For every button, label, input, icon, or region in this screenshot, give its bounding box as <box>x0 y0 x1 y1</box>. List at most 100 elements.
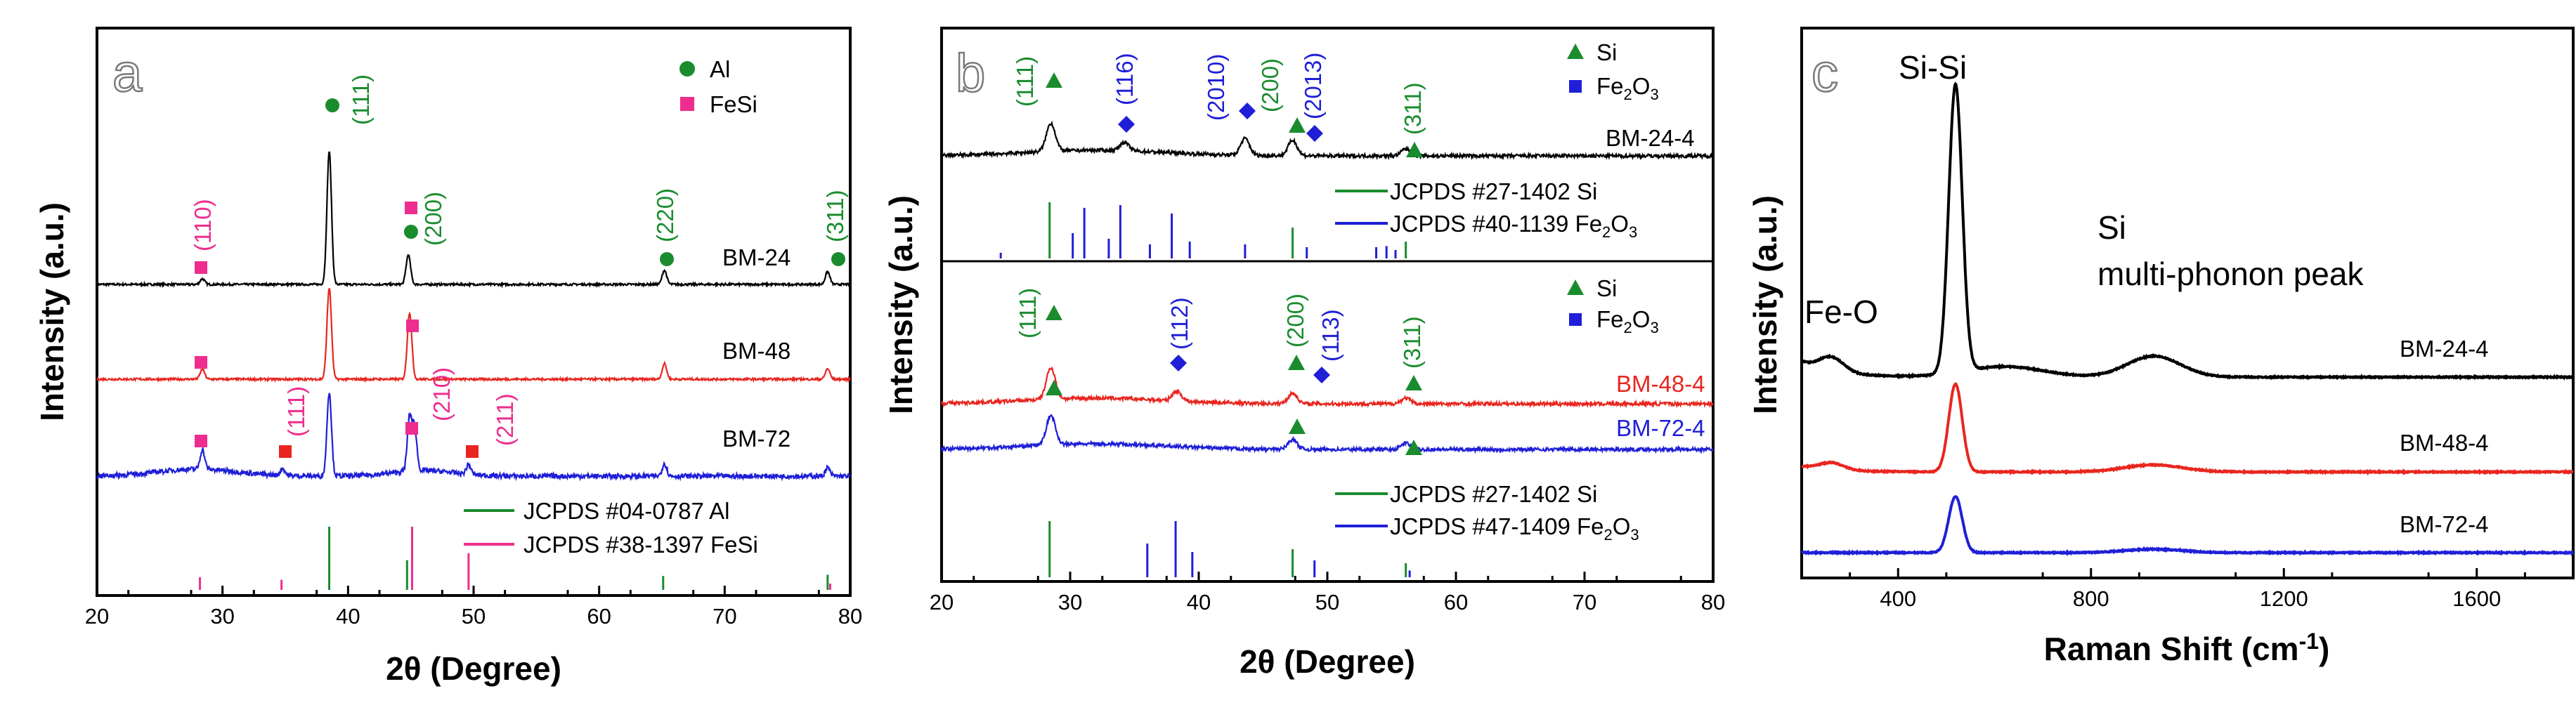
annot-si-111-top: (111) <box>1012 56 1038 107</box>
series-label-bm-24: BM-24 <box>722 244 791 270</box>
x-tick-label: 400 <box>1880 586 1916 611</box>
legend-fe2o3-marker-bottom <box>1569 313 1582 326</box>
fesi-111-marker-bm72 <box>279 445 292 458</box>
annot-si-200-top: (200) <box>1257 58 1283 112</box>
fesi-110-marker-bm72 <box>195 435 207 447</box>
x-tick-label: 50 <box>462 604 486 629</box>
si-311-marker-bm72 <box>1405 440 1422 455</box>
annot-si-si: Si-Si <box>1899 49 1967 86</box>
panel-b: b 20 30 40 50 60 70 80 BM-24-4 BM-48-4 BM-72-4… <box>883 27 1725 680</box>
series-label-bm-48: BM-48 <box>722 338 791 364</box>
si-311-marker-bm48 <box>1405 375 1422 390</box>
spectrum-bm-72-4 <box>1800 494 2574 557</box>
legend-si-label-bottom: Si <box>1596 275 1617 301</box>
fesi-210-marker-bm72 <box>405 422 418 435</box>
spectrum-bm-24 <box>96 151 851 289</box>
si-111-marker-bm48 <box>1046 305 1062 320</box>
fe2o3-2010-marker-top <box>1239 103 1256 119</box>
ref-fesi-legend-label: JCPDS #38-1397 FeSi <box>523 532 758 558</box>
x-tick-label: 20 <box>85 604 109 629</box>
x-tick-label: 40 <box>336 604 360 629</box>
fesi-210-marker-bm48 <box>406 320 419 332</box>
fe2o3-113-marker-bm48 <box>1313 367 1330 383</box>
panel-c-spectra <box>1800 81 2574 557</box>
al-311-marker <box>831 252 845 266</box>
ref-al-legend-label: JCPDS #04-0787 Al <box>523 498 730 524</box>
panel-c: c 400 800 1200 1600 Fe-O Si-Si Si multi-pho… <box>1747 27 2575 667</box>
annot-fe2o3-113-bottom: (113) <box>1318 309 1344 362</box>
x-tick-label: 30 <box>210 604 234 629</box>
si-200-marker-bm48 <box>1288 355 1305 370</box>
panel-c-y-axis-title: Intensity (a.u.) <box>1747 195 1783 414</box>
legend-al-marker <box>679 61 695 77</box>
annot-fe2o3-116-top: (116) <box>1112 53 1138 105</box>
series-label-bm-48-4-b: BM-48-4 <box>1616 371 1705 397</box>
x-tick-label: 70 <box>713 604 736 629</box>
fesi-110-marker-bm24 <box>195 261 207 274</box>
annot-fesi-110: (110) <box>190 199 216 251</box>
legend-fe2o3-label-top: Fe2O3 <box>1596 73 1659 103</box>
legend-al-label: Al <box>710 56 730 82</box>
spectrum-bm-24-4 <box>1800 81 2574 381</box>
spectrum-bm-48 <box>96 287 851 383</box>
annot-multi-phonon: multi-phonon peak <box>2097 256 2364 292</box>
x-tick-label: 800 <box>2073 586 2109 611</box>
x-tick-label: 60 <box>587 604 611 629</box>
ref-fe2o3-legend-label-bottom: JCPDS #47-1409 Fe2O3 <box>1390 513 1639 544</box>
legend-si-marker-top <box>1567 44 1584 59</box>
panel-b-label: b <box>956 44 985 103</box>
spectrum-bm-72 <box>96 393 851 482</box>
panel-a-reference-lines <box>199 527 831 590</box>
panel-a-y-axis-title: Intensity (a.u.) <box>34 202 70 421</box>
panel-b-spectra <box>940 120 1714 454</box>
x-tick-label: 70 <box>1573 590 1596 614</box>
al-111-marker <box>325 98 339 112</box>
panel-b-x-ticks: 20 30 40 50 60 70 80 <box>930 572 1725 614</box>
panel-a-spectra <box>96 151 851 482</box>
x-tick-label: 1600 <box>2452 586 2501 611</box>
legend-fesi-marker <box>680 97 694 111</box>
panel-a-label: a <box>112 44 143 103</box>
x-tick-label: 50 <box>1315 590 1339 614</box>
annot-fe2o3-2010-top: (2010) <box>1203 54 1229 121</box>
legend-si-label-top: Si <box>1596 39 1617 65</box>
panel-c-label: c <box>1811 44 1838 103</box>
annot-al-220: (220) <box>652 188 678 242</box>
annot-fesi-211: (211) <box>492 393 518 446</box>
series-label-bm-72-4-b: BM-72-4 <box>1616 415 1705 441</box>
panel-b-y-axis-title: Intensity (a.u.) <box>883 195 919 414</box>
panel-c-x-ticks: 400 800 1200 1600 <box>1849 568 2526 611</box>
panel-b-reference-lines <box>999 202 1411 577</box>
x-tick-label: 80 <box>838 604 862 629</box>
spectrum-bm-72-4 <box>940 414 1714 454</box>
fe2o3-2013-marker-top <box>1306 125 1323 142</box>
x-tick-label: 80 <box>1701 590 1725 614</box>
annot-fesi-210: (210) <box>429 367 455 421</box>
x-tick-label: 60 <box>1444 590 1468 614</box>
fe2o3-112-marker-bm48 <box>1170 355 1187 371</box>
panel-a: a 20 30 40 50 60 70 80 BM-24 BM-48 BM-72 Al Fe… <box>34 27 862 687</box>
spectrum-bm-24-4 <box>940 120 1714 161</box>
panel-a-x-axis-title: 2θ (Degree) <box>386 650 561 687</box>
annot-si-111-bottom: (111) <box>1015 288 1041 338</box>
panel-c-frame <box>1800 27 2575 579</box>
legend-si-marker-bottom <box>1567 279 1584 295</box>
fesi-210-marker-bm24 <box>405 202 417 214</box>
annot-al-111: (111) <box>348 74 374 125</box>
annot-fe2o3-2013-top: (2013) <box>1300 53 1326 119</box>
si-311-marker-top <box>1406 142 1423 157</box>
si-200-marker-bm72 <box>1289 419 1306 434</box>
fesi-211-marker-bm72 <box>466 445 479 458</box>
legend-fesi-label: FeSi <box>710 91 757 117</box>
series-label-bm-72-4-c: BM-72-4 <box>2400 511 2489 537</box>
annot-fe2o3-112-bottom: (112) <box>1166 297 1192 350</box>
si-200-marker-top <box>1289 117 1306 133</box>
series-label-bm-72: BM-72 <box>722 426 791 452</box>
panel-c-x-axis-title: Raman Shift (cm-1) <box>2044 629 2330 667</box>
annot-fesi-111: (111) <box>283 386 309 437</box>
fe2o3-116-marker-top <box>1118 116 1135 133</box>
legend-fe2o3-label-bottom: Fe2O3 <box>1596 306 1659 336</box>
ref-si-legend-label-top: JCPDS #27-1402 Si <box>1390 178 1597 204</box>
annot-si-311-bottom: (311) <box>1399 316 1425 369</box>
